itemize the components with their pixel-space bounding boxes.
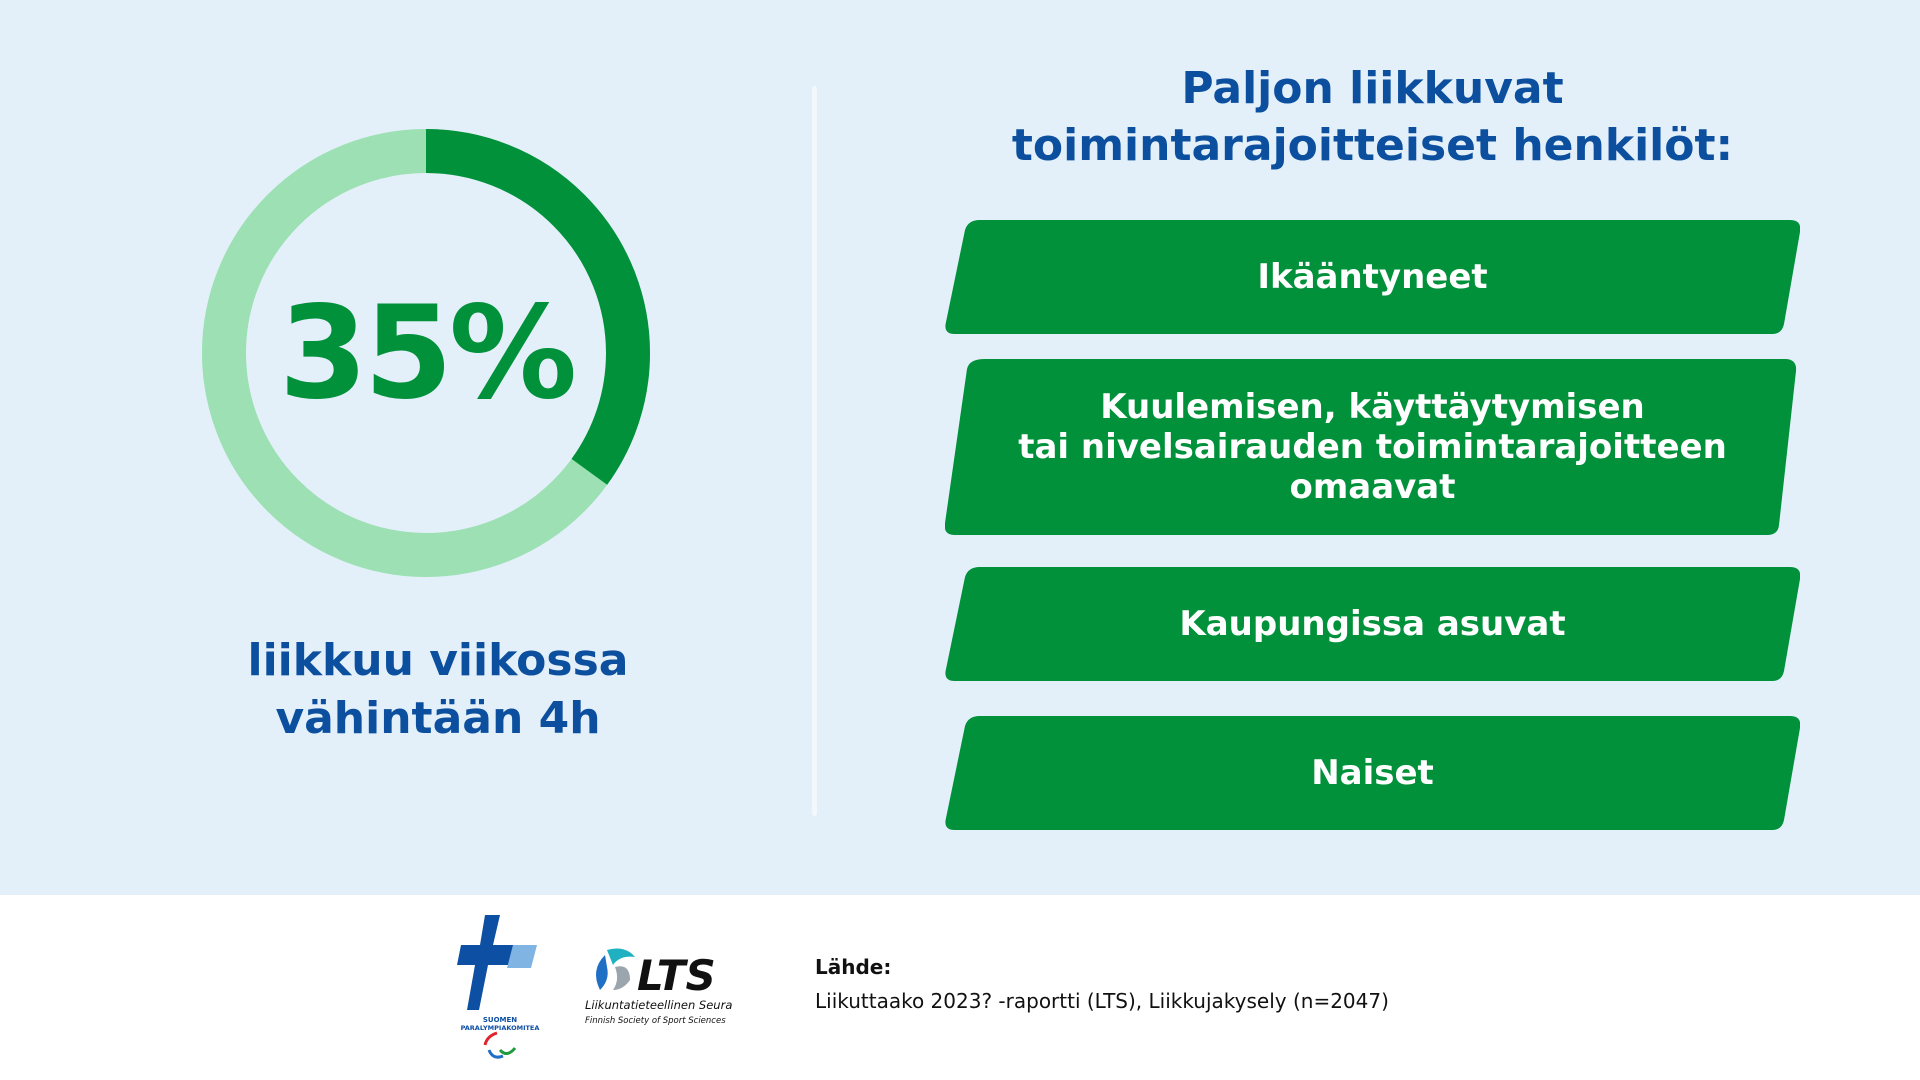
- group-box-kaupungissa-asuvat: Kaupungissa asuvat: [945, 567, 1800, 681]
- svg-text:SUOMEN: SUOMEN: [483, 1016, 517, 1024]
- stat-description: liikkuu viikossa vähintään 4h: [188, 632, 688, 748]
- svg-text:Finnish Society of Sport Scien: Finnish Society of Sport Sciences: [585, 1016, 726, 1026]
- lts-logo: LTS Liikuntatieteellinen Seura Finnish S…: [585, 948, 732, 1026]
- group-box-toimintarajoite: Kuulemisen, käyttäytymisen tai nivelsair…: [945, 359, 1800, 535]
- group-box-naiset: Naiset: [945, 716, 1800, 830]
- svg-text:LTS: LTS: [637, 951, 716, 1000]
- svg-text:Liikuntatieteellinen Seura: Liikuntatieteellinen Seura: [585, 998, 732, 1012]
- vertical-divider: [812, 86, 817, 816]
- groups-title-line2: toimintarajoitteiset henkilöt:: [1011, 120, 1734, 171]
- donut-value-arc: [202, 129, 650, 577]
- group-label: Kaupungissa asuvat: [1179, 604, 1566, 644]
- paralympic-committee-logo: SUOMEN PARALYMPIAKOMITEA: [457, 915, 540, 1059]
- group-label: Naiset: [1311, 753, 1434, 793]
- group-label: Kuulemisen, käyttäytymisen tai nivelsair…: [1018, 387, 1727, 507]
- parallelogram-shape: [945, 220, 1800, 334]
- svg-text:PARALYMPIAKOMITEA: PARALYMPIAKOMITEA: [461, 1024, 540, 1032]
- parallelogram-shape: [945, 716, 1800, 830]
- group-label: Ikääntyneet: [1257, 257, 1488, 297]
- source-note: Lähde: Liikuttaako 2023? -raportti (LTS)…: [815, 950, 1389, 1018]
- donut-chart: [202, 129, 650, 577]
- stat-description-line2: vähintään 4h: [275, 693, 601, 744]
- source-label: Lähde:: [815, 955, 892, 979]
- stat-percentage: 35%: [278, 278, 577, 428]
- parallelogram-shape: [945, 359, 1797, 535]
- parallelogram-shape: [945, 567, 1800, 681]
- stat-description-line1: liikkuu viikossa: [247, 635, 629, 686]
- groups-title-line1: Paljon liikkuvat: [1181, 63, 1564, 114]
- group-box-ikaantyneet: Ikääntyneet: [945, 220, 1800, 334]
- source-text: Liikuttaako 2023? -raportti (LTS), Liikk…: [815, 989, 1389, 1013]
- groups-title: Paljon liikkuvat toimintarajoitteiset he…: [950, 60, 1795, 174]
